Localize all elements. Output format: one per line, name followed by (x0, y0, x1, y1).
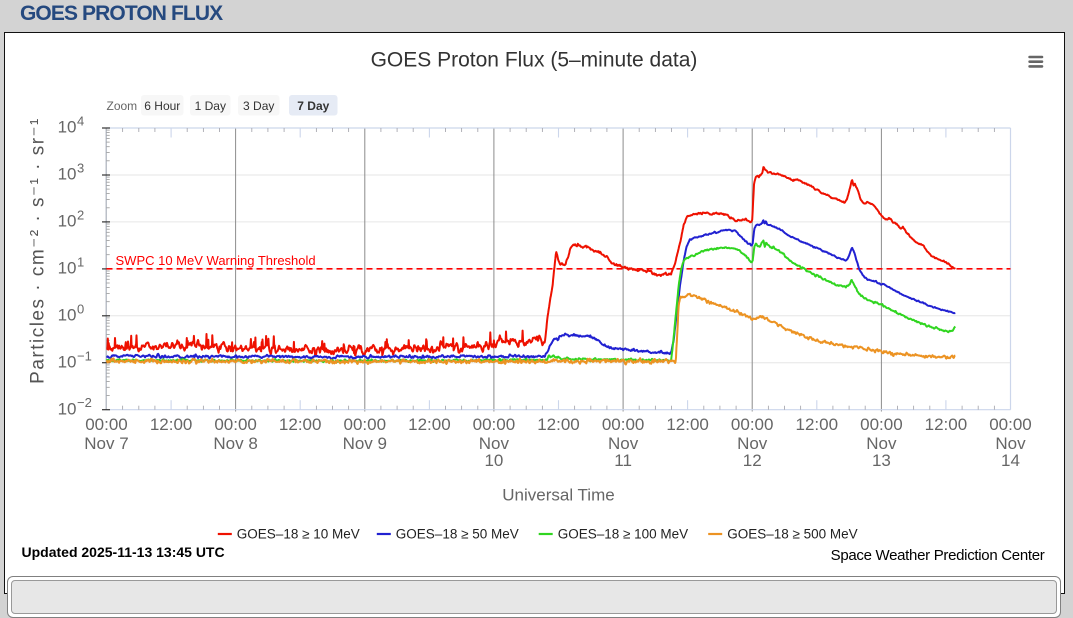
svg-text:Zoom: Zoom (107, 99, 138, 113)
svg-text:Nov: Nov (995, 434, 1026, 453)
svg-text:00:00: 00:00 (344, 415, 387, 434)
svg-text:GOES–18 ≥ 50 MeV: GOES–18 ≥ 50 MeV (396, 526, 519, 541)
svg-text:GOES–18 ≥ 100 MeV: GOES–18 ≥ 100 MeV (558, 526, 688, 541)
svg-text:−2: −2 (77, 395, 92, 410)
svg-text:SWPC 10 MeV Warning Threshold: SWPC 10 MeV Warning Threshold (116, 253, 316, 268)
svg-text:12:00: 12:00 (925, 415, 968, 434)
svg-text:−1: −1 (77, 348, 92, 363)
svg-text:Nov: Nov (737, 434, 768, 453)
svg-text:Nov: Nov (608, 434, 639, 453)
svg-text:1 Day: 1 Day (195, 99, 226, 113)
svg-text:3 Day: 3 Day (243, 99, 274, 113)
svg-text:12:00: 12:00 (666, 415, 709, 434)
svg-text:10: 10 (58, 258, 77, 277)
svg-text:00:00: 00:00 (731, 415, 774, 434)
svg-text:GOES–18 ≥ 500 MeV: GOES–18 ≥ 500 MeV (727, 526, 857, 541)
svg-text:10: 10 (58, 117, 77, 136)
svg-text:10: 10 (58, 352, 77, 371)
svg-text:1: 1 (77, 254, 84, 269)
svg-text:Nov: Nov (866, 434, 897, 453)
svg-text:6 Hour: 6 Hour (144, 99, 180, 113)
svg-text:2: 2 (77, 207, 84, 222)
svg-text:00:00: 00:00 (473, 415, 516, 434)
svg-text:12:00: 12:00 (537, 415, 580, 434)
svg-text:Nov 9: Nov 9 (343, 434, 387, 453)
svg-text:00:00: 00:00 (214, 415, 257, 434)
svg-text:00:00: 00:00 (989, 415, 1032, 434)
svg-text:00:00: 00:00 (860, 415, 903, 434)
svg-text:Nov 7: Nov 7 (84, 434, 128, 453)
svg-text:10: 10 (58, 211, 77, 230)
svg-text:10: 10 (58, 305, 77, 324)
svg-text:Updated 2025-11-13 13:45 UTC: Updated 2025-11-13 13:45 UTC (22, 544, 225, 560)
svg-text:7 Day: 7 Day (297, 99, 329, 113)
svg-text:12:00: 12:00 (796, 415, 839, 434)
svg-text:00:00: 00:00 (85, 415, 128, 434)
svg-text:3: 3 (77, 160, 84, 175)
svg-text:Universal Time: Universal Time (502, 485, 614, 504)
svg-text:Nov 8: Nov 8 (213, 434, 257, 453)
svg-text:00:00: 00:00 (602, 415, 645, 434)
svg-text:Nov: Nov (479, 434, 510, 453)
svg-text:12:00: 12:00 (150, 415, 193, 434)
svg-text:12:00: 12:00 (408, 415, 451, 434)
svg-text:10: 10 (58, 399, 77, 418)
svg-text:11: 11 (614, 451, 632, 470)
svg-text:14: 14 (1001, 451, 1020, 470)
svg-text:GOES Proton Flux (5–minute dat: GOES Proton Flux (5–minute data) (371, 48, 698, 71)
svg-text:Particles · cm⁻² · s⁻¹ · sr⁻¹: Particles · cm⁻² · s⁻¹ · sr⁻¹ (28, 117, 49, 384)
svg-text:12: 12 (743, 451, 762, 470)
svg-text:4: 4 (77, 113, 84, 128)
svg-text:10: 10 (484, 451, 503, 470)
svg-text:Space Weather Prediction Cente: Space Weather Prediction Center (831, 547, 1045, 564)
svg-text:12:00: 12:00 (279, 415, 322, 434)
svg-text:13: 13 (872, 451, 891, 470)
svg-text:GOES–18 ≥ 10 MeV: GOES–18 ≥ 10 MeV (237, 526, 360, 541)
svg-text:0: 0 (77, 301, 84, 316)
svg-text:10: 10 (58, 164, 77, 183)
